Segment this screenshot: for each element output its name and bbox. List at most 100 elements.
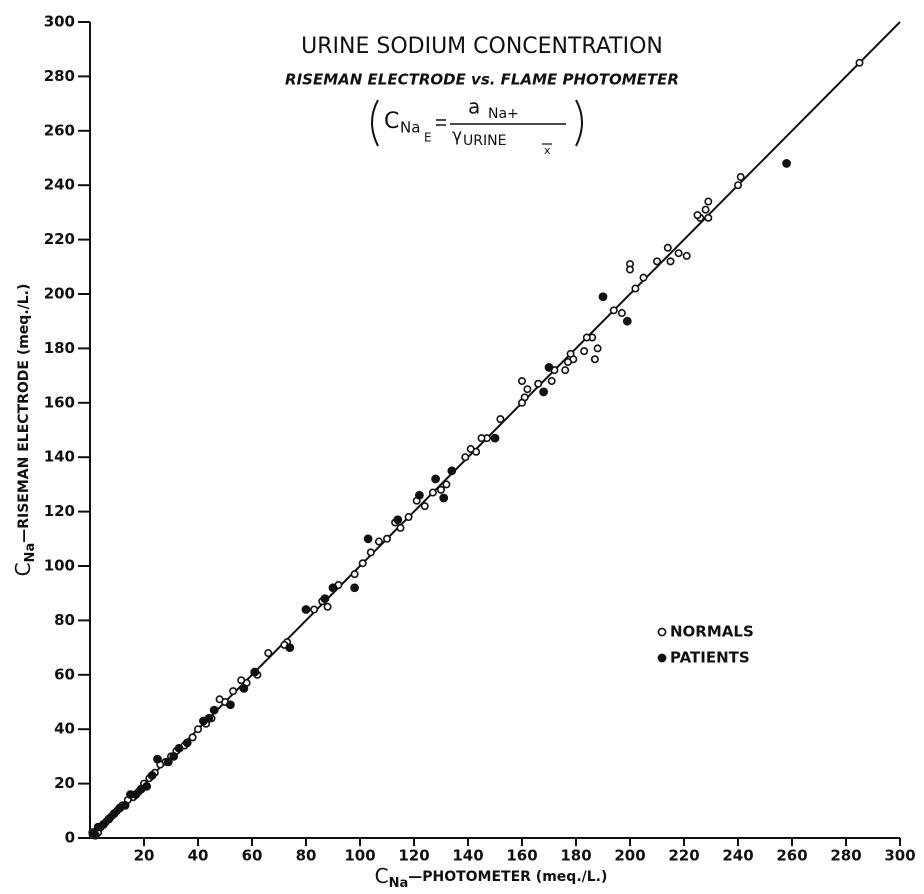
data-point <box>442 480 451 489</box>
formula-denominator: γ <box>452 126 462 146</box>
x-tick-label: 240 <box>722 847 753 865</box>
x-tick-label: 220 <box>668 847 699 865</box>
data-point <box>393 515 403 525</box>
data-point <box>609 306 618 315</box>
data-point <box>188 733 197 742</box>
data-point <box>652 257 661 266</box>
data-point <box>477 434 486 443</box>
y-label: —RISEMAN ELECTRODE (meq./L.) <box>16 284 32 543</box>
data-point <box>104 814 114 824</box>
data-point <box>547 377 556 386</box>
data-point <box>301 605 311 614</box>
y-tick-label: 200 <box>44 285 75 303</box>
data-point <box>169 752 179 761</box>
data-point <box>617 309 626 318</box>
data-point <box>523 385 532 394</box>
data-point <box>328 583 338 593</box>
data-point <box>447 466 457 476</box>
x-tick-label: 20 <box>134 847 155 865</box>
x-label-sub: Na <box>389 876 409 891</box>
data-point <box>598 292 608 302</box>
data-point <box>136 784 146 794</box>
y-tick-label: 120 <box>44 502 75 520</box>
data-point <box>147 771 157 780</box>
chart-title: URINE SODIUM CONCENTRATION <box>301 34 663 59</box>
y-tick-label: 140 <box>44 448 75 466</box>
y-axis-label: CNa—RISEMAN ELECTRODE (meq./L.) <box>11 284 38 577</box>
formula-denominator-subsub: x <box>544 144 551 157</box>
data-point <box>237 676 246 685</box>
chart-subtitle: RISEMAN ELECTRODE vs. FLAME PHOTOMETER <box>285 71 679 89</box>
formula-numerator: a <box>468 95 480 119</box>
data-point <box>396 523 405 532</box>
data-point <box>310 605 319 614</box>
data-point <box>496 415 505 424</box>
data-point <box>363 534 373 544</box>
data-point <box>323 602 332 611</box>
data-point <box>733 181 742 190</box>
data-point <box>704 213 713 222</box>
legend-label: NORMALS <box>670 623 754 641</box>
data-point <box>225 700 235 710</box>
x-tick-label: 160 <box>506 847 537 865</box>
data-point <box>250 667 260 677</box>
y-tick-label: 180 <box>44 339 75 357</box>
y-label-symbol: C <box>11 562 35 576</box>
x-tick-label: 260 <box>776 847 807 865</box>
paren <box>371 99 379 147</box>
data-point <box>701 205 710 214</box>
data-point <box>420 502 429 511</box>
x-label-symbol: C <box>375 864 389 888</box>
y-tick-label: 100 <box>44 557 75 575</box>
formula: C Na E a Na+ γ URINE x <box>371 95 583 157</box>
data-point <box>693 211 702 220</box>
data-point <box>466 445 475 454</box>
data-point <box>566 349 575 358</box>
data-point <box>590 355 599 364</box>
legend-marker <box>657 627 667 637</box>
data-point <box>109 809 119 818</box>
data-point <box>428 488 437 497</box>
data-point <box>382 534 391 543</box>
data-point <box>126 790 135 799</box>
data-point <box>580 347 589 356</box>
y-tick-label: 0 <box>65 829 75 847</box>
data-point <box>264 649 273 658</box>
formula-lhs-subsub: E <box>424 131 432 145</box>
formula-numerator-sub: Na+ <box>488 106 519 122</box>
y-tick-label: 40 <box>54 720 75 738</box>
data-point <box>358 559 367 568</box>
data-point <box>174 743 184 753</box>
x-tick-label: 180 <box>560 847 591 865</box>
y-tick-label: 240 <box>44 176 75 194</box>
data-point <box>209 705 219 715</box>
x-tick-label: 40 <box>188 847 209 865</box>
data-point <box>404 513 413 522</box>
y-tick-label: 280 <box>44 67 75 85</box>
x-tick-label: 80 <box>296 847 317 865</box>
data-point <box>631 284 640 293</box>
data-point <box>439 493 449 503</box>
x-tick-label: 300 <box>884 847 915 865</box>
data-point <box>490 433 500 443</box>
x-tick-label: 100 <box>344 847 375 865</box>
data-point <box>593 344 602 353</box>
formula-denominator-sub: URINE <box>463 133 506 149</box>
y-label-sub: Na <box>23 543 38 563</box>
data-point <box>625 265 634 274</box>
data-point <box>88 828 98 837</box>
data-point <box>855 58 864 67</box>
data-point <box>93 822 103 832</box>
data-point <box>115 803 125 813</box>
data-point <box>153 754 162 764</box>
formula-lhs: C <box>384 109 399 134</box>
data-point <box>239 684 249 693</box>
data-point <box>517 377 526 386</box>
x-tick-label: 60 <box>242 847 263 865</box>
y-tick-label: 260 <box>44 121 75 139</box>
y-tick-label: 80 <box>54 611 75 629</box>
data-point <box>544 363 554 372</box>
legend-label: PATIENTS <box>670 649 750 667</box>
data-point <box>622 316 632 326</box>
